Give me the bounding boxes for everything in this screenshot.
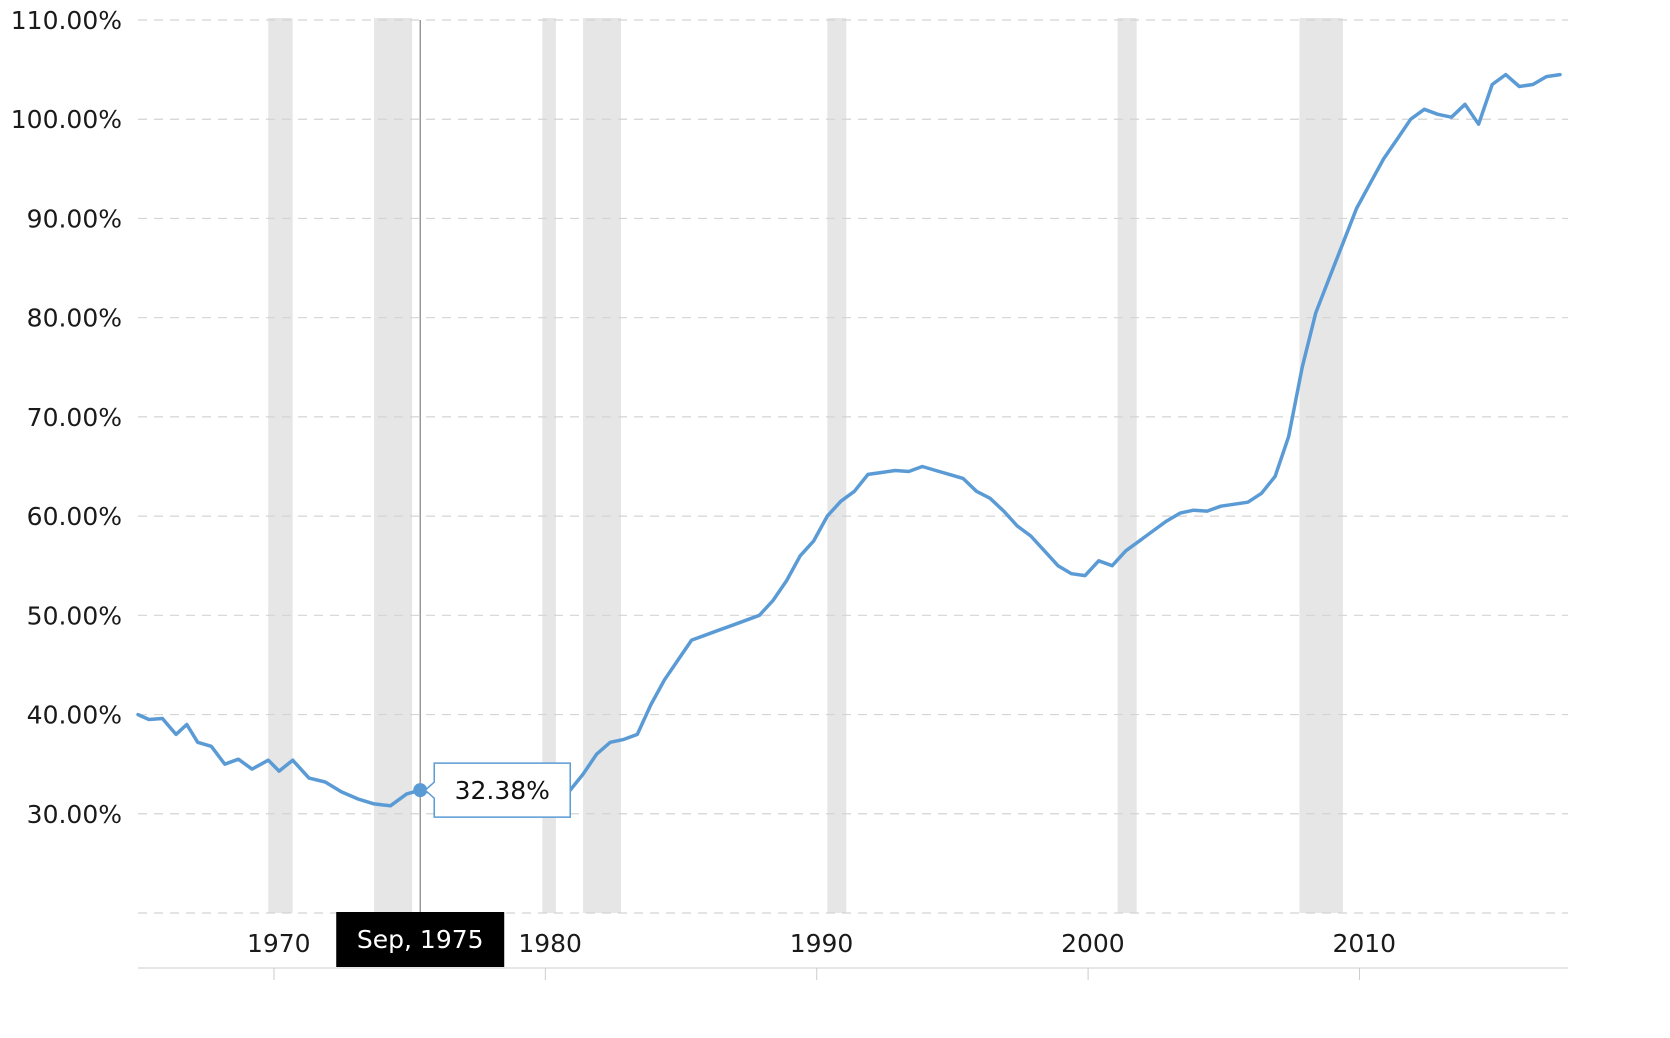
x-tick-label: 1980 [518, 929, 582, 958]
y-tick-label: 80.00% [27, 304, 122, 333]
y-tick-label: 60.00% [27, 502, 122, 531]
recession-band [1117, 18, 1137, 913]
recession-band [1299, 18, 1343, 913]
y-tick-label: 110.00% [11, 6, 122, 35]
y-tick-label: 70.00% [27, 403, 122, 432]
value-tooltip-label: 32.38% [455, 776, 550, 805]
y-tick-label: 50.00% [27, 601, 122, 630]
y-tick-label: 30.00% [27, 800, 122, 829]
date-tooltip-label: Sep, 1975 [357, 925, 484, 954]
recession-band [583, 18, 622, 913]
highlight-point[interactable] [413, 783, 428, 798]
x-tick-label: 2000 [1061, 929, 1125, 958]
recession-band [827, 18, 847, 913]
x-tick-label: 2010 [1332, 929, 1396, 958]
y-tick-label: 100.00% [11, 105, 122, 134]
recession-band [374, 18, 413, 913]
y-tick-label: 90.00% [27, 204, 122, 233]
x-tick-label: 1970 [247, 929, 311, 958]
series-line [136, 72, 1562, 814]
recession-band [542, 18, 556, 913]
value-tooltip-box [424, 762, 571, 818]
recession-band [268, 18, 293, 913]
date-tooltip-box [336, 912, 505, 967]
x-tick-label: 1990 [790, 929, 854, 958]
y-tick-label: 40.00% [27, 701, 122, 730]
